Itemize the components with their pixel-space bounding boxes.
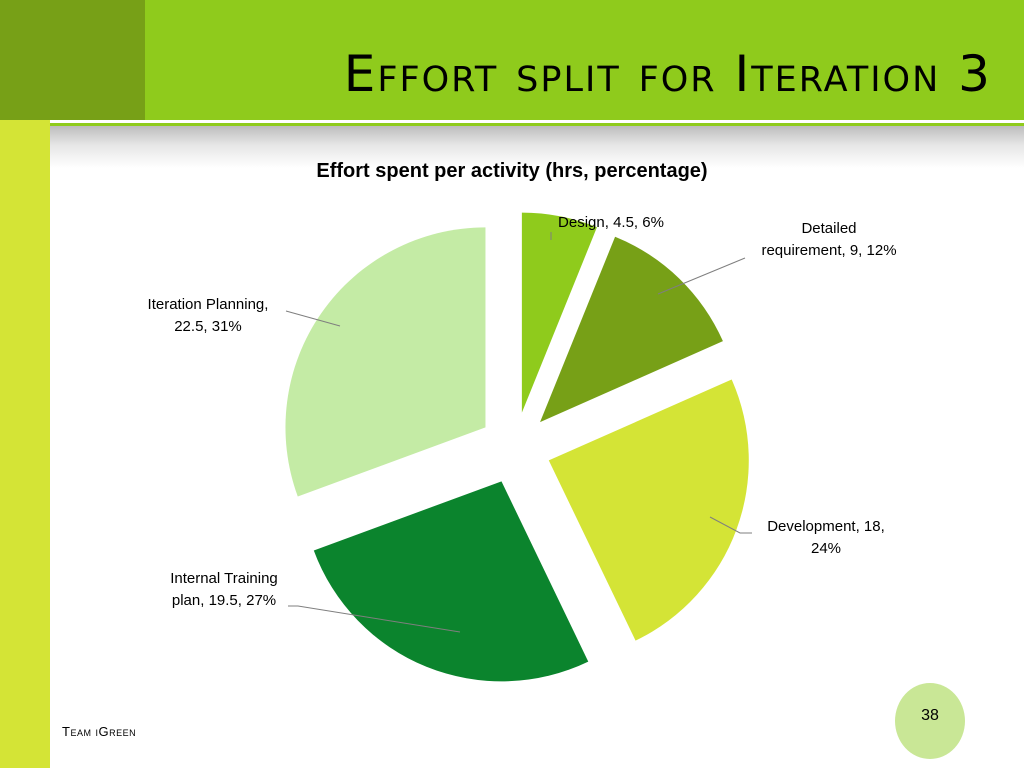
pie-slice-iteration-planning [285, 227, 486, 497]
data-label-internal-training-plan: Internal Training plan, 19.5, 27% [170, 570, 278, 609]
page-number-badge: 38 [895, 683, 965, 759]
pie-slice-detailed-requirement [540, 236, 723, 423]
leader-line-iteration-planning [285, 310, 341, 327]
chart-title: Effort spent per activity (hrs, percenta… [316, 160, 708, 182]
data-label-development: Development, 18, 24% [767, 518, 885, 557]
footer-team-name: Team iGreen [62, 724, 137, 739]
pie-slice-internal-training-plan [313, 481, 589, 682]
pie-slice-development [548, 379, 749, 641]
data-label-detailed-requirement: Detailed requirement, 9, 12% [761, 220, 896, 259]
slide-title: Effort split for Iteration 3 [343, 45, 992, 103]
data-label-iteration-planning: Iteration Planning, 22.5, 31% [148, 296, 269, 335]
leader-line-internal-training-plan [288, 605, 461, 633]
leader-line-development [709, 516, 752, 534]
header-accent-block [0, 0, 145, 120]
header-shadow [50, 126, 1024, 168]
header-band [145, 0, 1024, 120]
data-label-design: Design, 4.5, 6% [558, 214, 664, 231]
left-accent-band [0, 0, 50, 768]
header-divider [50, 123, 1024, 126]
pie-slice-design [521, 212, 597, 413]
page-number: 38 [921, 707, 939, 724]
leader-line-detailed-requirement [657, 257, 746, 295]
